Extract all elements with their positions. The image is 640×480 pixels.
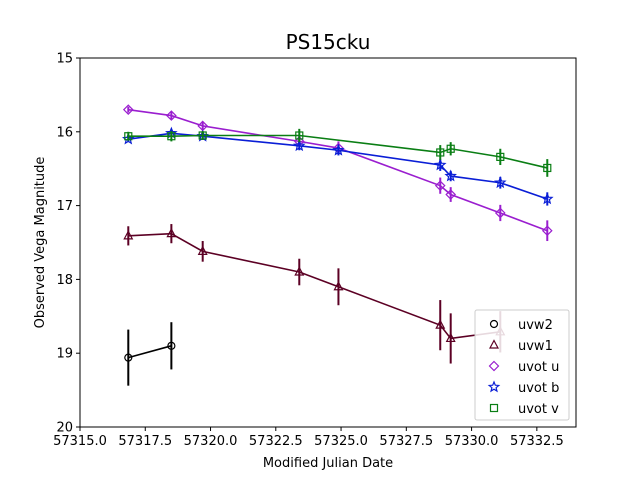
legend-label-uvot-u: uvot u bbox=[518, 360, 559, 375]
data-point-uvw2 bbox=[167, 341, 176, 350]
legend: uvw2 uvw1 uvot u uvot b uvot v bbox=[474, 309, 570, 421]
series-line-uvot-v bbox=[128, 134, 548, 169]
data-point-uvw1 bbox=[445, 332, 456, 343]
legend-label-uvot-v: uvot v bbox=[518, 402, 559, 417]
data-point-uvw1 bbox=[333, 281, 344, 291]
y-tick-label: 15 bbox=[56, 52, 73, 67]
y-tick-label: 17 bbox=[56, 199, 73, 214]
x-tick-label: 57322.5 bbox=[249, 434, 303, 449]
x-tick-label: 57332.5 bbox=[510, 434, 564, 449]
data-point-uvw1 bbox=[294, 266, 305, 276]
legend-label-uvw1: uvw1 bbox=[518, 339, 553, 354]
data-point-uvot-v bbox=[436, 148, 445, 157]
data-point-uvot-b bbox=[433, 158, 447, 171]
data-point-uvot-v bbox=[446, 144, 455, 153]
legend-label-uvw2: uvw2 bbox=[518, 318, 553, 333]
data-point-uvot-b bbox=[541, 192, 554, 205]
data-point-uvw1 bbox=[123, 230, 134, 240]
x-tick-label: 57330.0 bbox=[445, 434, 499, 449]
x-tick-label: 57315.0 bbox=[53, 434, 107, 449]
data-point-uvot-u bbox=[494, 207, 506, 219]
x-tick-label: 57320.0 bbox=[184, 434, 238, 449]
plot-frame bbox=[79, 57, 577, 428]
data-point-uvot-b bbox=[332, 143, 345, 156]
data-point-uvot-u bbox=[166, 110, 177, 121]
chart-title: PS15cku bbox=[286, 30, 371, 54]
data-point-uvot-v bbox=[496, 152, 505, 161]
legend-label-uvot-b: uvot b bbox=[518, 381, 559, 396]
data-point-uvot-b bbox=[494, 176, 507, 189]
data-point-uvw1 bbox=[197, 245, 208, 255]
data-point-uvot-v bbox=[295, 131, 304, 140]
y-tick-label: 19 bbox=[56, 347, 73, 362]
data-point-uvot-b bbox=[444, 169, 457, 182]
data-point-uvot-v bbox=[543, 163, 552, 173]
data-point-uvot-v bbox=[167, 132, 176, 141]
data-point-uvot-u bbox=[122, 104, 134, 116]
x-tick-label: 57317.5 bbox=[118, 434, 172, 449]
legend-marker-uvot-v bbox=[489, 403, 499, 413]
y-axis-label: Observed Vega Magnitude bbox=[33, 157, 48, 329]
series-line-uvw2 bbox=[128, 345, 172, 359]
data-point-uvot-u bbox=[541, 225, 553, 237]
x-tick-label: 57327.5 bbox=[379, 434, 433, 449]
data-point-uvot-u bbox=[434, 180, 446, 192]
data-point-uvot-b bbox=[293, 139, 306, 152]
data-point-uvot-v bbox=[198, 131, 207, 140]
legend-marker-uvw2 bbox=[489, 319, 499, 329]
y-tick-label: 20 bbox=[56, 421, 73, 436]
plot-area bbox=[122, 104, 554, 386]
x-axis-label: Modified Julian Date bbox=[263, 456, 393, 471]
y-tick-label: 16 bbox=[56, 125, 73, 140]
data-point-uvw1 bbox=[435, 319, 446, 329]
y-tick-label: 18 bbox=[56, 273, 73, 288]
x-tick-label: 57325.0 bbox=[314, 434, 368, 449]
legend-marker-uvot-b bbox=[487, 380, 501, 393]
legend-marker-uvw1 bbox=[489, 339, 499, 349]
data-point-uvw2 bbox=[124, 353, 133, 362]
data-point-uvw1 bbox=[166, 227, 177, 238]
data-point-uvot-v bbox=[124, 132, 133, 141]
data-point-uvot-u bbox=[445, 189, 457, 200]
legend-marker-uvot-u bbox=[488, 360, 500, 372]
legend-box bbox=[474, 309, 570, 421]
